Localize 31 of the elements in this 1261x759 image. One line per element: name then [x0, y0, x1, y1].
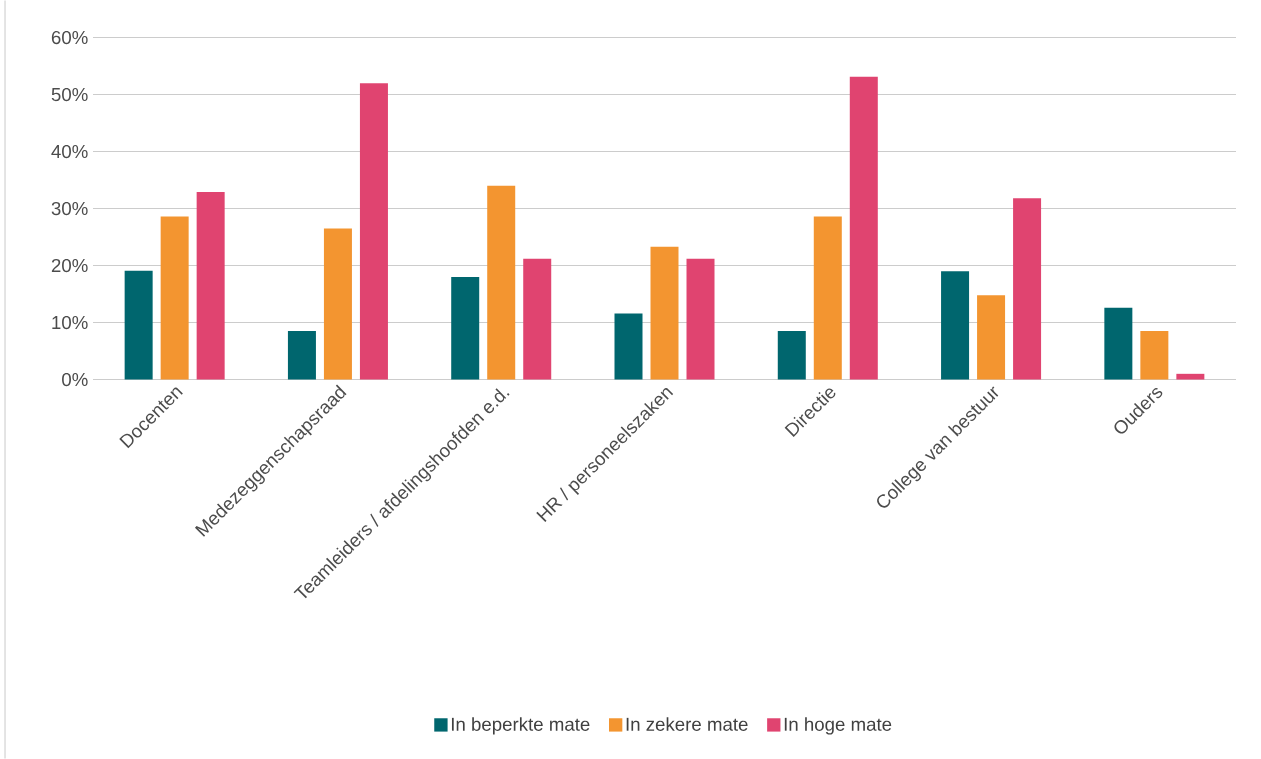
- bar: [686, 258, 715, 380]
- bar: [487, 185, 516, 380]
- bar: [451, 276, 480, 380]
- bar: [1176, 373, 1205, 380]
- legend-label: In zekere mate: [626, 717, 748, 731]
- bar: [1140, 331, 1169, 380]
- bar: [323, 228, 352, 380]
- bar: [196, 191, 225, 380]
- bar: [523, 258, 552, 380]
- y-tick-label: 10%: [52, 315, 88, 330]
- bar: [124, 270, 153, 380]
- y-tick-label: 50%: [51, 87, 88, 102]
- bar: [1104, 307, 1133, 380]
- bar: [359, 83, 388, 380]
- bar: [614, 313, 643, 380]
- bar: [650, 246, 679, 380]
- bar: [977, 295, 1006, 380]
- bar: [1013, 198, 1042, 380]
- bar: [777, 331, 806, 380]
- bar: [849, 76, 878, 380]
- y-tick-label: 40%: [51, 144, 88, 159]
- bar: [160, 216, 189, 380]
- y-tick-label: 0%: [62, 372, 88, 387]
- y-tick-label: 60%: [51, 30, 88, 45]
- legend-label: In hoge mate: [784, 717, 892, 735]
- bar: [813, 216, 842, 380]
- y-tick-label: 30%: [51, 201, 88, 216]
- y-tick-label: 20%: [51, 258, 88, 273]
- bar: [287, 331, 316, 380]
- legend-label: In beperkte mate: [451, 717, 590, 735]
- bar: [941, 271, 970, 380]
